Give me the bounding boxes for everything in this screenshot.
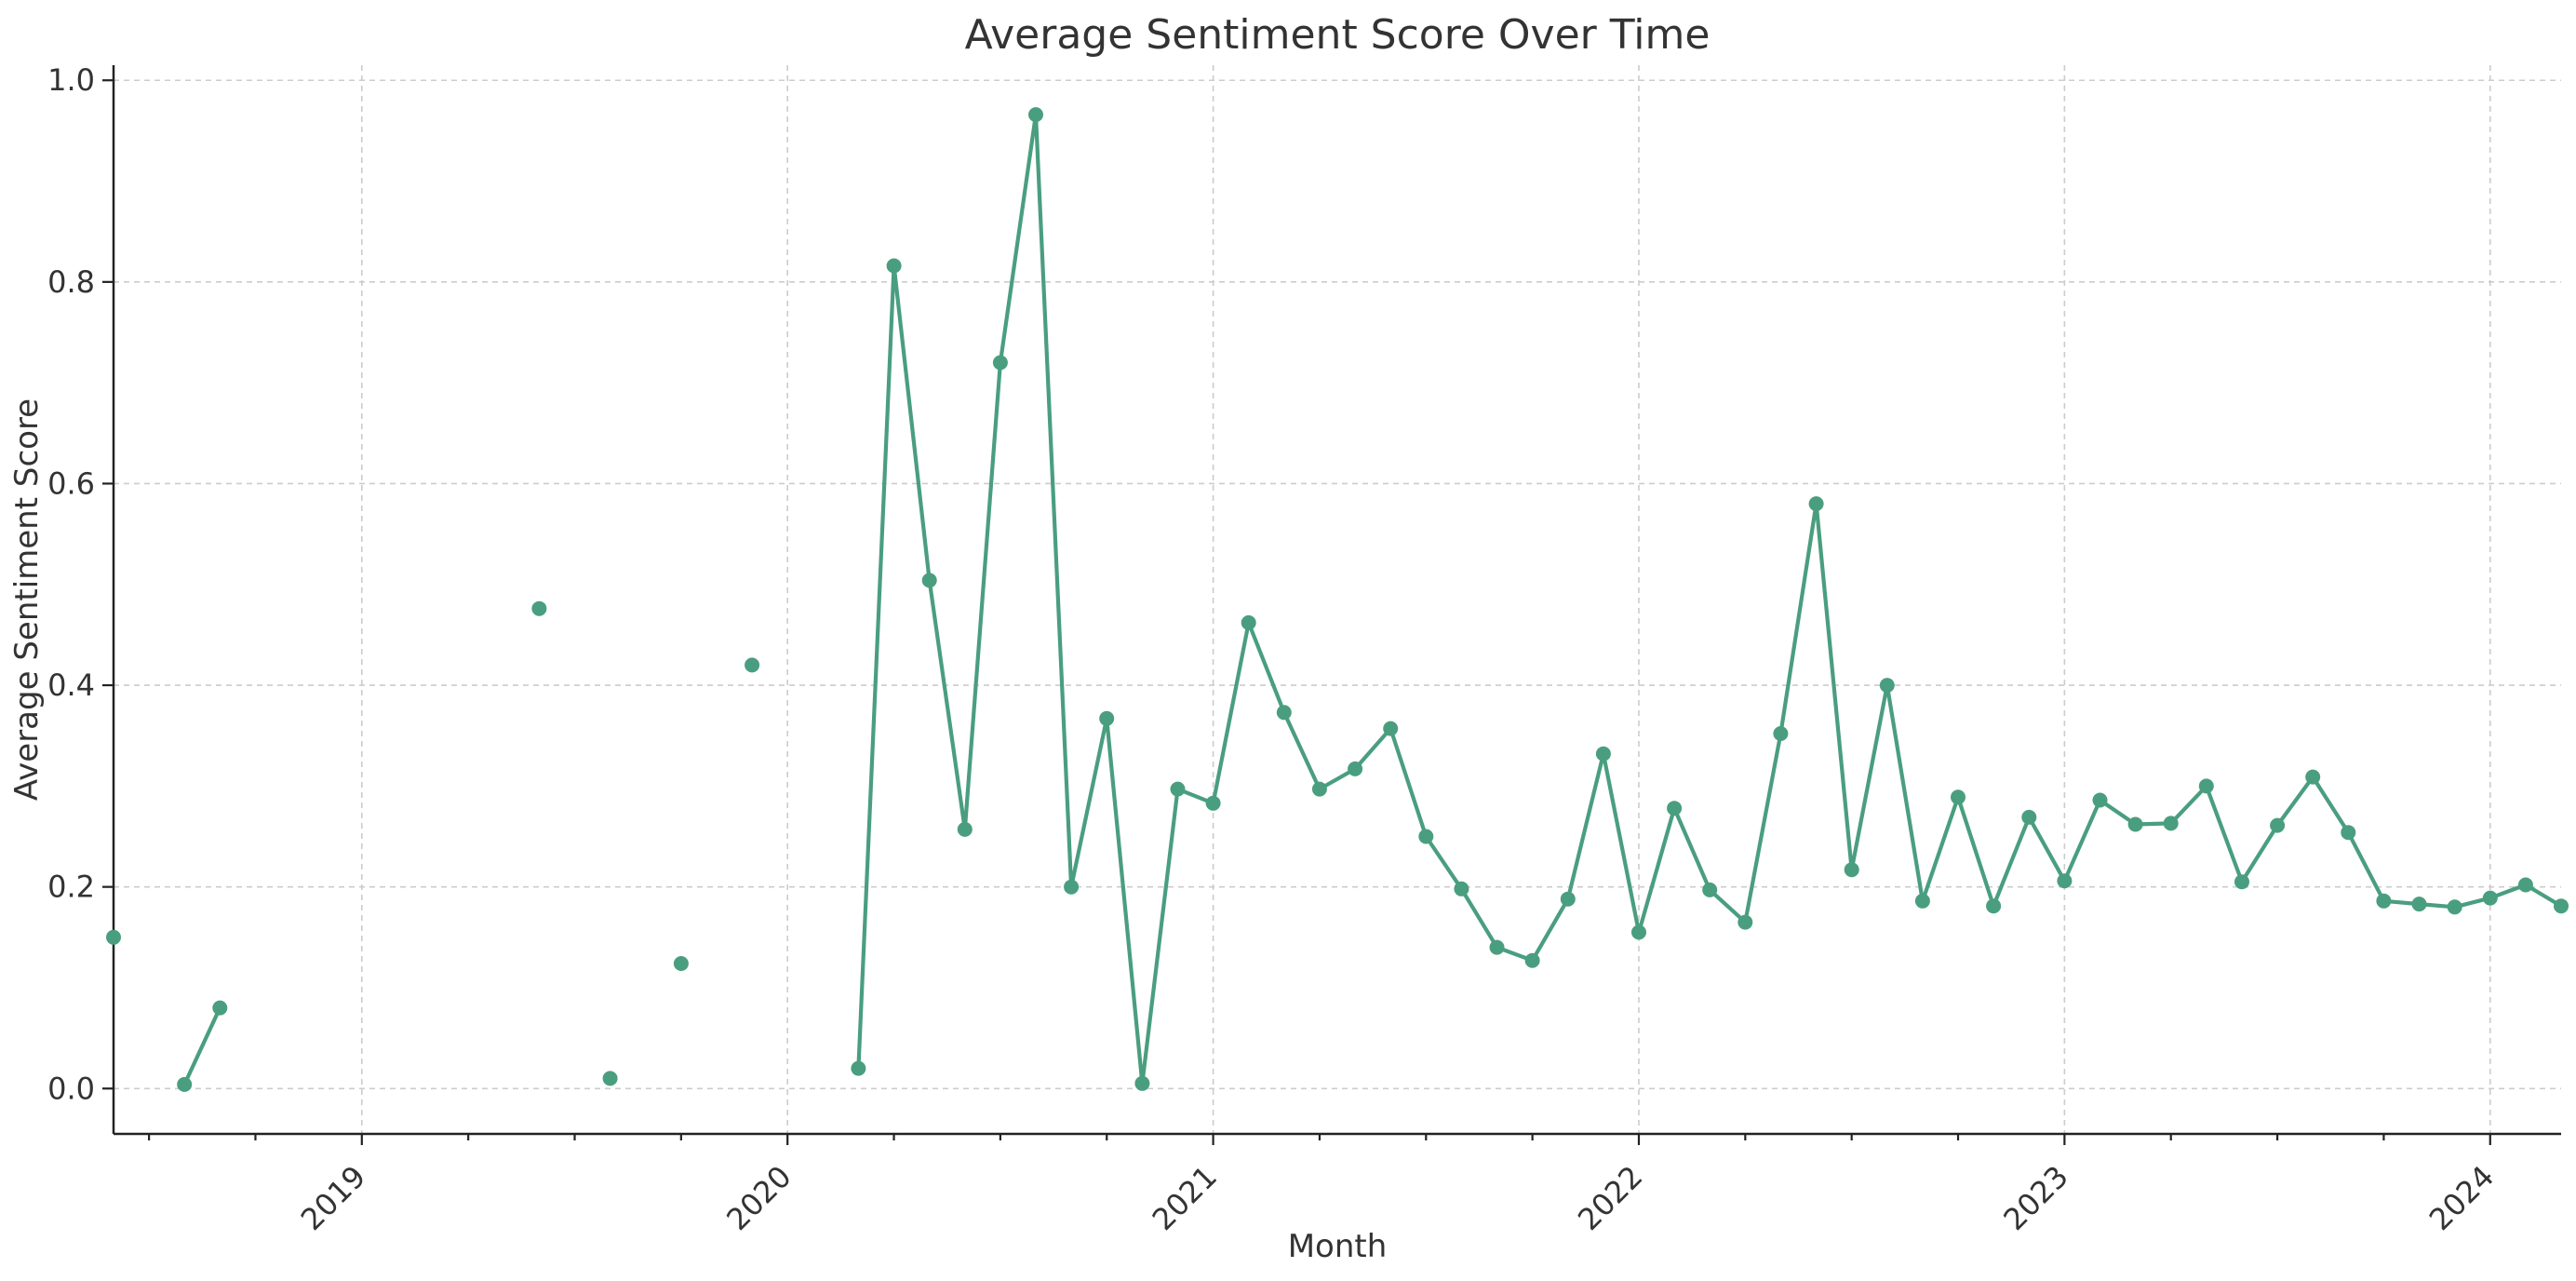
data-point (1914, 893, 1930, 909)
y-tick-label: 1.0 (47, 62, 95, 98)
chart-title: Average Sentiment Score Over Time (965, 11, 1711, 59)
y-tick-label: 0.4 (47, 667, 95, 703)
data-point (2411, 897, 2427, 912)
data-point (1418, 829, 1434, 844)
data-point (1205, 795, 1221, 811)
data-point (1808, 496, 1824, 512)
data-point (1879, 678, 1895, 694)
data-point (1986, 898, 2002, 914)
data-point (1241, 614, 1256, 630)
data-point (921, 573, 937, 588)
data-point (2270, 817, 2286, 833)
data-point (2554, 898, 2569, 914)
data-point (177, 1076, 193, 1092)
data-point (1099, 710, 1115, 726)
x-tick-label: 2020 (719, 1159, 798, 1237)
y-tick-label: 0.2 (47, 870, 95, 905)
data-point (1134, 1075, 1150, 1091)
y-tick-label: 0.8 (47, 264, 95, 300)
data-point (212, 1000, 228, 1016)
data-point (1311, 781, 1327, 797)
x-tick-label: 2023 (1996, 1159, 2074, 1237)
data-point (1348, 761, 1363, 776)
data-point (2198, 778, 2214, 794)
data-point (602, 1071, 618, 1086)
y-tick-label: 0.6 (47, 465, 95, 501)
data-point (2092, 792, 2108, 808)
data-point (1951, 789, 1966, 805)
data-point (1595, 746, 1611, 762)
data-point (1383, 721, 1399, 736)
data-point (1524, 952, 1540, 968)
data-point (2447, 899, 2462, 915)
series-line-segment (856, 113, 2564, 1085)
data-point (1454, 881, 1469, 897)
tick-marks-and-labels: 0.0 0.2 0.4 0.6 0.8 1.0 2019 2020 2021 2022 2023 20… (47, 62, 2501, 1237)
data-point (1560, 891, 1576, 907)
x-tick-label: 2021 (1146, 1159, 1224, 1237)
data-point (886, 258, 902, 274)
data-point (1028, 107, 1043, 123)
data-point (2305, 769, 2321, 785)
data-point (531, 600, 547, 616)
data-point (1631, 924, 1646, 940)
x-tick-label: 2022 (1571, 1159, 1649, 1237)
x-axis-title: Month (1288, 1228, 1388, 1265)
data-point (1667, 801, 1683, 816)
axes (112, 65, 2561, 1136)
data-point (2057, 873, 2073, 889)
series-sentiment-score (106, 107, 2569, 1092)
data-point (2482, 890, 2498, 906)
data-point (1064, 879, 1080, 895)
data-point (992, 355, 1008, 371)
data-point (745, 657, 760, 673)
x-tick-label: 2024 (2422, 1159, 2501, 1237)
y-tick-label: 0.0 (47, 1071, 95, 1106)
data-point (2234, 874, 2249, 890)
data-point (1702, 882, 1718, 897)
y-axis-title: Average Sentiment Score (8, 398, 46, 801)
data-point (2376, 893, 2392, 909)
data-point (106, 929, 121, 945)
data-point (1844, 862, 1859, 878)
data-point (2021, 809, 2037, 825)
data-point (851, 1060, 866, 1076)
gridlines (114, 65, 2561, 1134)
x-tick-label: 2019 (294, 1159, 372, 1237)
data-point (1489, 939, 1505, 955)
data-point (2127, 816, 2143, 832)
data-point (957, 821, 973, 837)
data-point (673, 956, 689, 971)
data-point (1170, 781, 1186, 797)
series-line-segment (182, 1005, 222, 1086)
data-point (2163, 816, 2179, 831)
data-point (1737, 914, 1753, 930)
data-point (1773, 726, 1789, 741)
data-point (2341, 825, 2356, 841)
data-point (1276, 705, 1292, 721)
data-point (2517, 877, 2533, 893)
